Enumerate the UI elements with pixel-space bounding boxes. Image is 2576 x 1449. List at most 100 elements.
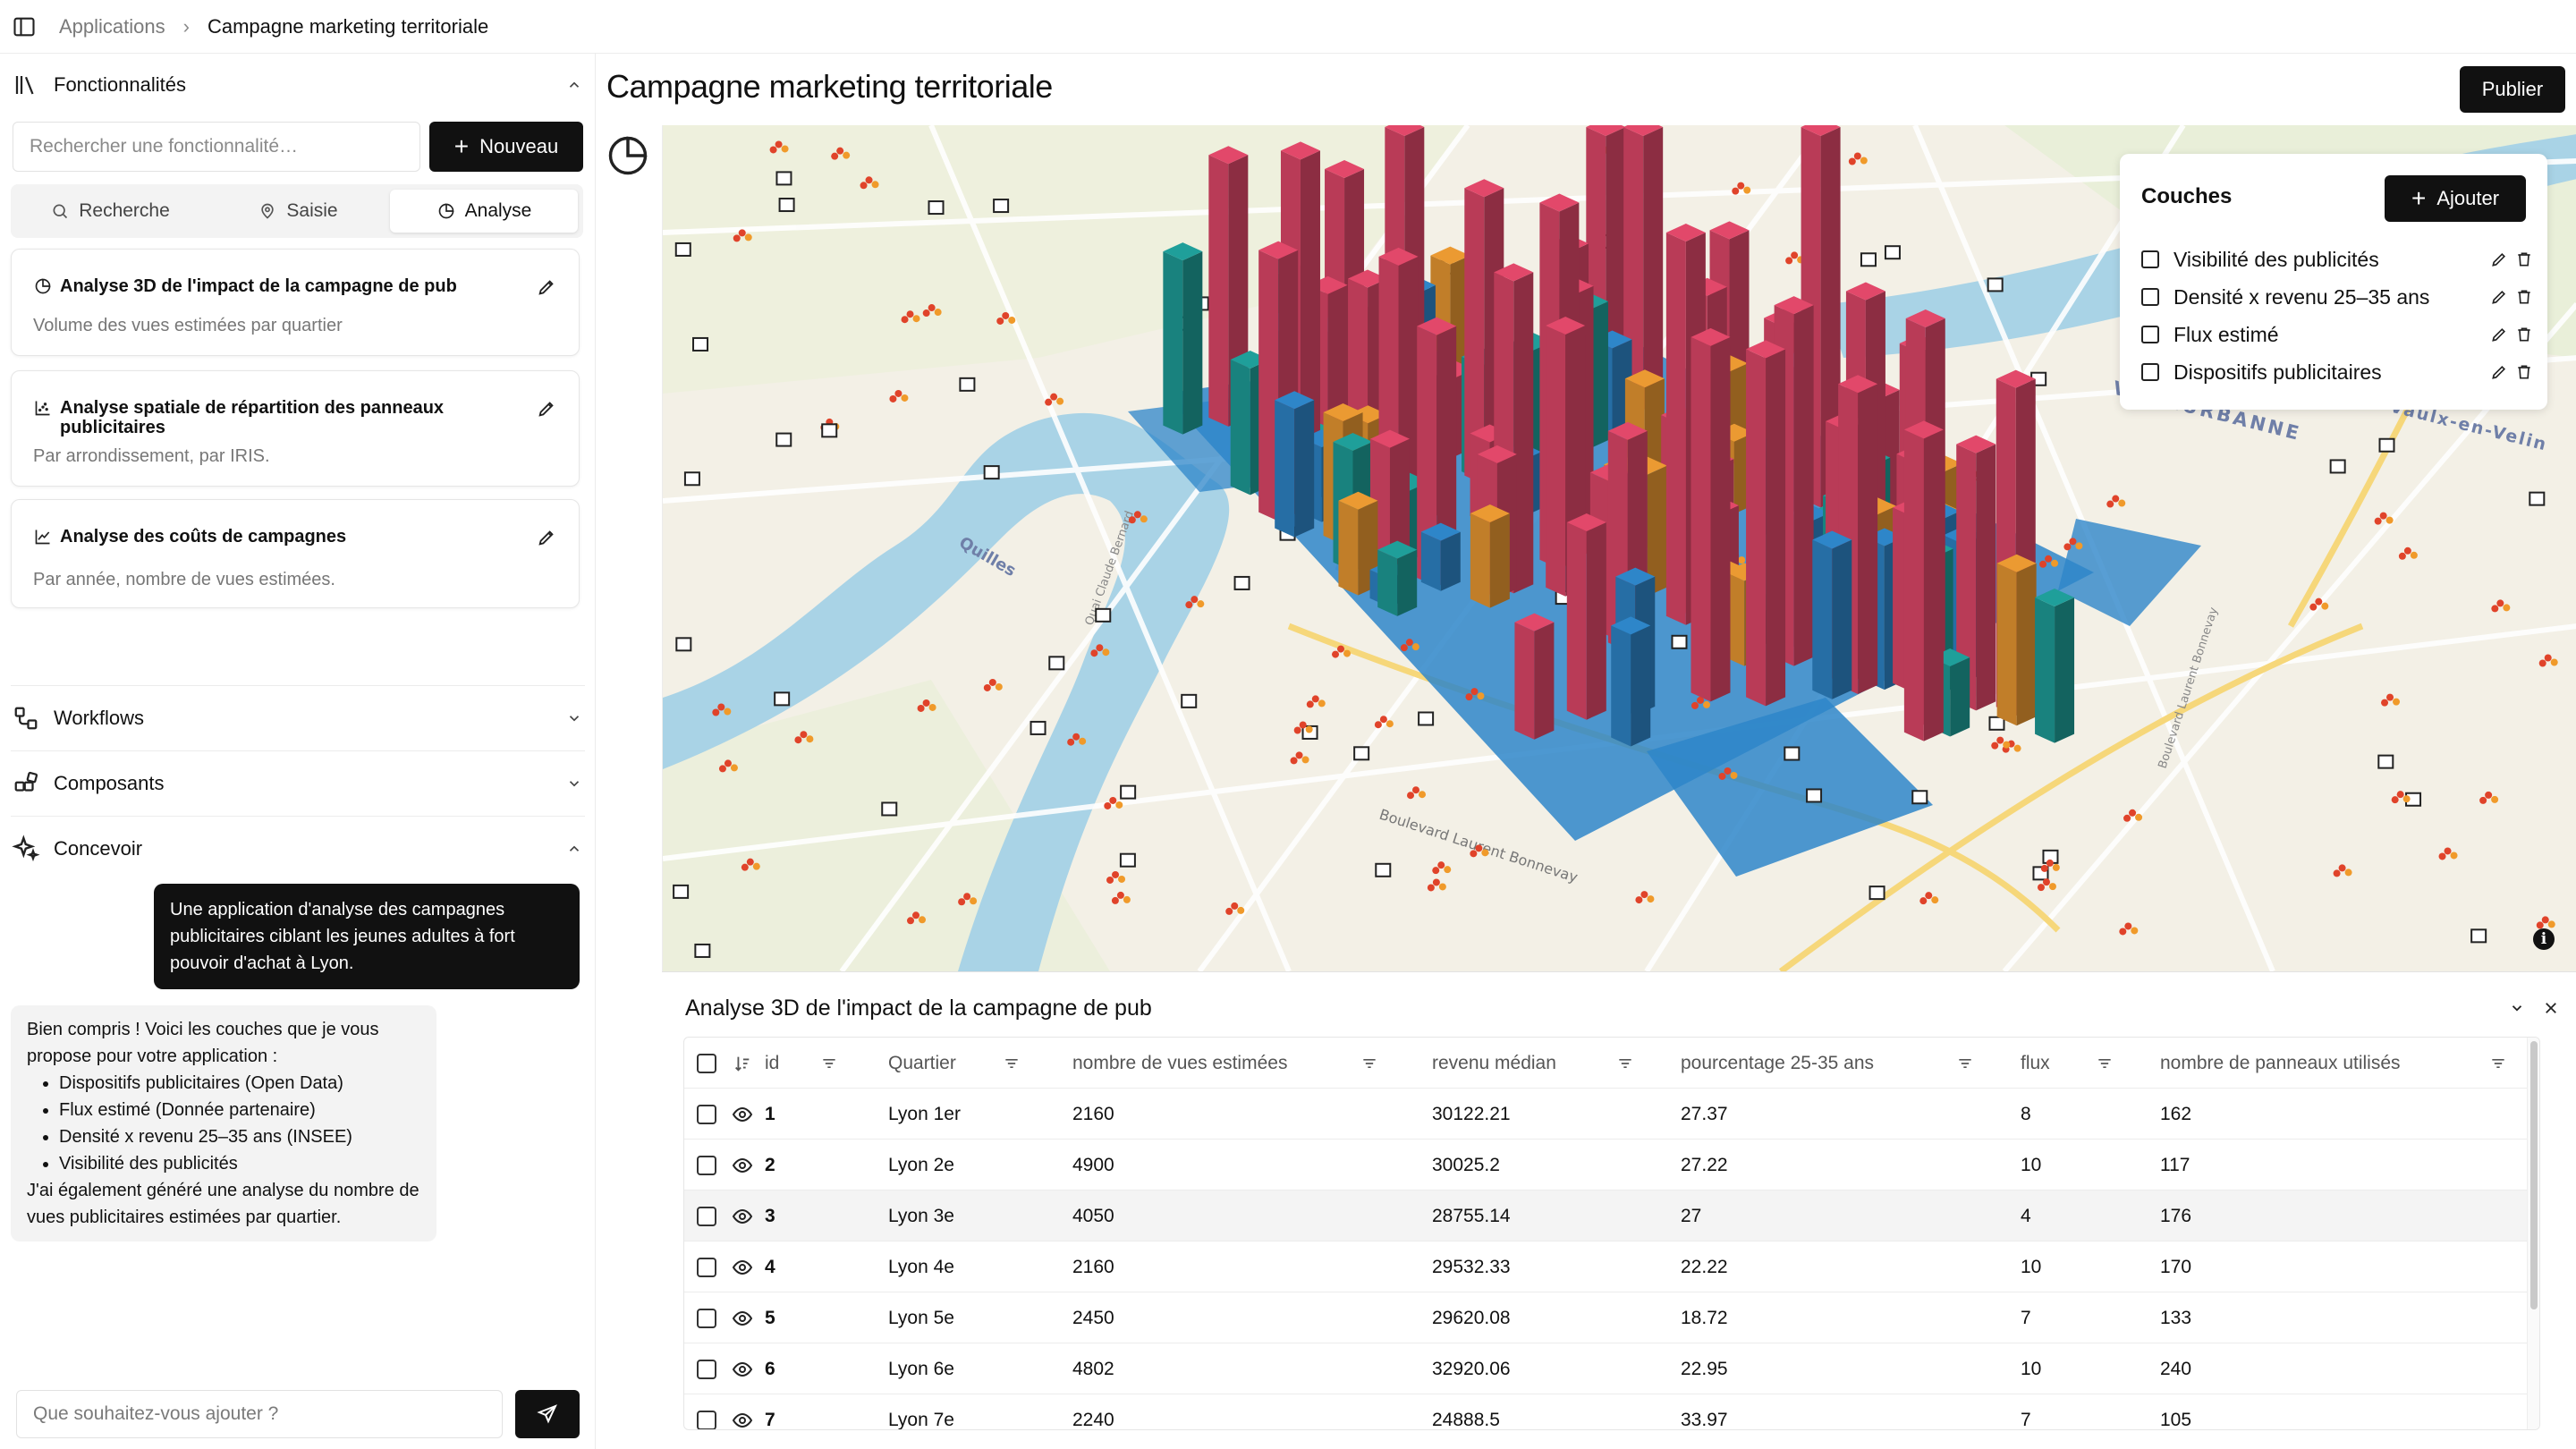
extruded-bar xyxy=(1903,420,1944,741)
ad-device-marker xyxy=(983,678,1003,691)
new-feature-button[interactable]: + Nouveau xyxy=(429,122,583,172)
list-item: Visibilité des publicités xyxy=(59,1150,420,1177)
filter-icon[interactable] xyxy=(1001,1053,1022,1074)
filter-icon[interactable] xyxy=(1359,1053,1380,1074)
layer-checkbox[interactable] xyxy=(2141,288,2159,306)
pie-chart-icon[interactable] xyxy=(605,132,651,179)
filter-icon[interactable] xyxy=(1614,1053,1636,1074)
eye-icon[interactable] xyxy=(731,1308,754,1329)
bar-face-right xyxy=(1793,305,1814,666)
send-button[interactable] xyxy=(515,1390,580,1438)
chevron-down-icon[interactable] xyxy=(2506,997,2528,1019)
bar-face-top xyxy=(1430,246,1470,265)
bar-face-left xyxy=(1956,444,1977,711)
row-checkbox[interactable] xyxy=(697,1360,716,1379)
row-checkbox[interactable] xyxy=(697,1156,716,1175)
analysis-card-costs[interactable]: Analyse des coûts de campagnes Par année… xyxy=(11,499,580,608)
table-row[interactable]: 3 Lyon 3e 4050 28755.14 27 4 176 xyxy=(684,1191,2527,1241)
eye-icon[interactable] xyxy=(731,1155,754,1176)
column-header-income[interactable]: revenu médian xyxy=(1432,1052,1556,1073)
eye-icon[interactable] xyxy=(731,1359,754,1380)
tab-recherche[interactable]: Recherche xyxy=(16,190,204,233)
cell-income: 28755.14 xyxy=(1432,1205,1511,1226)
eye-icon[interactable] xyxy=(731,1257,754,1278)
sort-icon[interactable] xyxy=(731,1053,754,1074)
analysis-card-spatial[interactable]: Analyse spatiale de répartition des pann… xyxy=(11,370,580,487)
cell-id: 6 xyxy=(765,1358,775,1379)
trash-icon[interactable] xyxy=(2513,249,2535,270)
pencil-icon[interactable] xyxy=(2488,324,2510,345)
chevron-up-icon[interactable] xyxy=(564,74,585,96)
close-icon[interactable] xyxy=(2540,997,2562,1019)
eye-icon[interactable] xyxy=(731,1104,754,1125)
row-checkbox[interactable] xyxy=(697,1105,716,1124)
column-header-id[interactable]: id xyxy=(765,1052,780,1073)
workflows-section-header[interactable]: Workflows xyxy=(11,687,585,750)
bar-face-top xyxy=(1905,309,1945,328)
table-row[interactable]: 7 Lyon 7e 2240 24888.5 33.97 7 105 xyxy=(684,1394,2527,1429)
design-section-header[interactable]: Concevoir xyxy=(11,818,585,880)
ad-device-marker xyxy=(860,176,879,190)
cell-income: 30122.21 xyxy=(1432,1103,1511,1124)
column-header-flux[interactable]: flux xyxy=(2021,1052,2050,1073)
table-row[interactable]: 5 Lyon 5e 2450 29620.08 18.72 7 133 xyxy=(684,1292,2527,1343)
trash-icon[interactable] xyxy=(2513,361,2535,383)
row-checkbox[interactable] xyxy=(697,1309,716,1328)
breadcrumb-applications[interactable]: Applications xyxy=(59,14,165,38)
edit-pencil-icon[interactable] xyxy=(534,275,559,300)
table-row[interactable]: 4 Lyon 4e 2160 29532.33 22.22 10 170 xyxy=(684,1241,2527,1292)
select-all-checkbox[interactable] xyxy=(697,1054,716,1073)
features-section-header[interactable]: Fonctionnalités xyxy=(11,54,585,116)
chat-input[interactable] xyxy=(16,1390,503,1438)
table-row[interactable]: 1 Lyon 1er 2160 30122.21 27.37 8 162 xyxy=(684,1089,2527,1140)
layer-checkbox[interactable] xyxy=(2141,250,2159,268)
feature-search-input[interactable] xyxy=(13,122,420,172)
bar-face-left xyxy=(1611,625,1631,747)
ad-device-marker xyxy=(1119,852,1136,868)
filter-icon[interactable] xyxy=(818,1053,840,1074)
eye-icon[interactable] xyxy=(731,1206,754,1227)
tab-saisie[interactable]: Saisie xyxy=(204,190,392,233)
trash-icon[interactable] xyxy=(2513,286,2535,308)
pencil-icon[interactable] xyxy=(2488,361,2510,383)
column-header-views[interactable]: nombre de vues estimées xyxy=(1072,1052,1288,1073)
map-attribution-info-icon[interactable]: i xyxy=(2533,928,2555,950)
filter-icon[interactable] xyxy=(1954,1053,1976,1074)
pencil-icon[interactable] xyxy=(2488,249,2510,270)
ad-device-marker xyxy=(1095,607,1112,623)
chevron-down-icon[interactable] xyxy=(564,773,585,794)
eye-icon[interactable] xyxy=(731,1410,754,1429)
analysis-card-3d-impact[interactable]: Analyse 3D de l'impact de la campagne de… xyxy=(11,249,580,356)
edit-pencil-icon[interactable] xyxy=(534,396,559,421)
chevron-down-icon[interactable] xyxy=(564,708,585,729)
tab-analyse[interactable]: Analyse xyxy=(390,190,578,233)
scrollbar-thumb[interactable] xyxy=(2530,1041,2538,1309)
edit-pencil-icon[interactable] xyxy=(534,525,559,550)
bar-face-top xyxy=(1369,429,1410,448)
column-header-quartier[interactable]: Quartier xyxy=(888,1052,956,1073)
row-checkbox[interactable] xyxy=(697,1258,716,1277)
table-scrollbar[interactable] xyxy=(2527,1038,2539,1429)
table-row[interactable]: 2 Lyon 2e 4900 30025.2 27.22 10 117 xyxy=(684,1140,2527,1191)
trash-icon[interactable] xyxy=(2513,324,2535,345)
bar-face-top xyxy=(1611,616,1651,635)
table-row[interactable]: 6 Lyon 6e 4802 32920.06 22.95 10 240 xyxy=(684,1343,2527,1394)
add-layer-button[interactable]: + Ajouter xyxy=(2385,175,2526,222)
components-section-header[interactable]: Composants xyxy=(11,752,585,815)
pencil-icon[interactable] xyxy=(2488,286,2510,308)
layer-checkbox[interactable] xyxy=(2141,363,2159,381)
sidebar-toggle-icon[interactable] xyxy=(11,13,38,40)
chevron-up-icon[interactable] xyxy=(564,838,585,860)
row-checkbox[interactable] xyxy=(697,1411,716,1429)
column-header-panels[interactable]: nombre de panneaux utilisés xyxy=(2160,1052,2401,1073)
row-checkbox[interactable] xyxy=(697,1207,716,1226)
ad-device-marker xyxy=(2536,916,2555,929)
ad-device-marker xyxy=(889,389,909,402)
filter-icon[interactable] xyxy=(2487,1053,2509,1074)
layer-checkbox[interactable] xyxy=(2141,326,2159,343)
publish-button[interactable]: Publier xyxy=(2460,66,2565,113)
cell-income: 29532.33 xyxy=(1432,1256,1511,1277)
column-header-age-share[interactable]: pourcentage 25-35 ans xyxy=(1681,1052,1874,1073)
ad-device-marker xyxy=(1067,733,1087,746)
filter-icon[interactable] xyxy=(2094,1053,2115,1074)
